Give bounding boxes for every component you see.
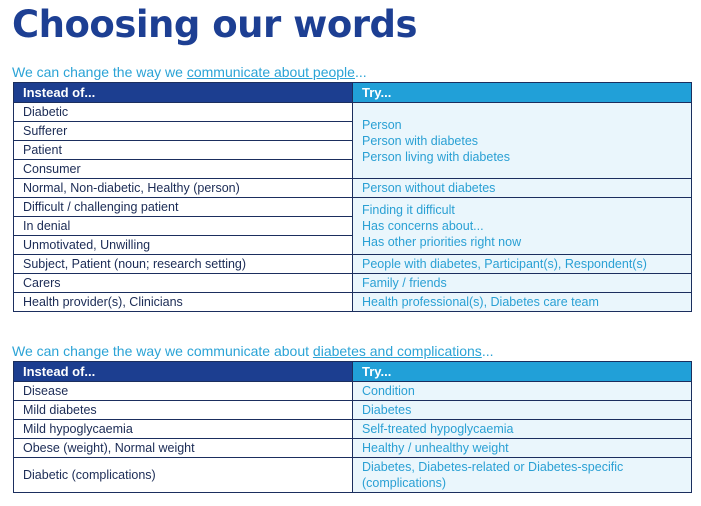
try-cell: Self-treated hypoglycaemia <box>352 419 692 439</box>
diabetes-words-table: Instead of... Try... Disease Condition M… <box>13 361 692 493</box>
instead-cell: In denial <box>13 216 353 236</box>
table-row: Disease Condition <box>13 381 692 401</box>
try-cell: Diabetes, Diabetes-related or Diabetes-s… <box>352 457 692 493</box>
section-diabetes-subtitle: We can change the way we communicate abo… <box>12 343 493 360</box>
instead-cell: Diabetic <box>13 102 353 122</box>
instead-cell: Normal, Non-diabetic, Healthy (person) <box>13 178 353 198</box>
try-line: Has other priorities right now <box>362 235 522 249</box>
try-line: Has concerns about... <box>362 219 484 233</box>
instead-cell: Mild diabetes <box>13 400 353 420</box>
try-line: Condition <box>362 384 415 398</box>
instead-cell: Sufferer <box>13 121 353 141</box>
table-row: Subject, Patient (noun; research setting… <box>13 254 692 274</box>
header-instead: Instead of... <box>13 82 353 103</box>
instead-cell: Difficult / challenging patient <box>13 197 353 217</box>
table-row: Normal, Non-diabetic, Healthy (person) P… <box>13 178 692 198</box>
try-cell: Healthy / unhealthy weight <box>352 438 692 458</box>
try-cell: Health professional(s), Diabetes care te… <box>352 292 692 312</box>
table-row: Mild diabetes Diabetes <box>13 400 692 420</box>
try-line: Finding it difficult <box>362 203 455 217</box>
try-cell: Person without diabetes <box>352 178 692 198</box>
table-row: Health provider(s), Clinicians Health pr… <box>13 292 692 312</box>
table-row: Diabetic (complications) Diabetes, Diabe… <box>13 457 692 493</box>
try-line: People with diabetes, Participant(s), Re… <box>362 257 647 271</box>
try-line: Health professional(s), Diabetes care te… <box>362 295 599 309</box>
try-cell: People with diabetes, Participant(s), Re… <box>352 254 692 274</box>
instead-cell: Health provider(s), Clinicians <box>13 292 353 312</box>
table-row: Patient <box>13 140 692 160</box>
instead-cell: Carers <box>13 273 353 293</box>
try-cell: Finding it difficult Has concerns about.… <box>352 197 692 255</box>
subtitle-emphasis: communicate about people <box>186 64 355 80</box>
table-row: Diabetic Person Person with diabetes Per… <box>13 102 692 179</box>
page-title: Choosing our words <box>12 3 418 46</box>
instead-cell: Subject, Patient (noun; research setting… <box>13 254 353 274</box>
table-header-row: Instead of... Try... <box>13 361 692 382</box>
subtitle-text: We can change the way we communicate abo… <box>12 343 313 359</box>
header-try: Try... <box>352 361 692 382</box>
try-line: Person without diabetes <box>362 181 496 195</box>
header-try: Try... <box>352 82 692 103</box>
try-cell: Diabetes <box>352 400 692 420</box>
instead-cell: Consumer <box>13 159 353 179</box>
table-row: Consumer <box>13 159 692 179</box>
table-row: Difficult / challenging patient Finding … <box>13 197 692 255</box>
try-cell: Person Person with diabetes Person livin… <box>352 102 692 179</box>
table-row: Carers Family / friends <box>13 273 692 293</box>
table-row: Obese (weight), Normal weight Healthy / … <box>13 438 692 458</box>
try-line: Diabetes <box>362 403 412 417</box>
try-line: Healthy / unhealthy weight <box>362 441 509 455</box>
instead-cell: Mild hypoglycaemia <box>13 419 353 439</box>
instead-cell: Diabetic (complications) <box>13 457 353 493</box>
try-cell: Condition <box>352 381 692 401</box>
table-row: Unmotivated, Unwilling <box>13 235 692 255</box>
table-row: Mild hypoglycaemia Self-treated hypoglyc… <box>13 419 692 439</box>
instead-cell: Obese (weight), Normal weight <box>13 438 353 458</box>
try-cell: Family / friends <box>352 273 692 293</box>
try-line: Self-treated hypoglycaemia <box>362 422 514 436</box>
try-line: Family / friends <box>362 276 447 290</box>
try-line: Person <box>362 117 402 132</box>
subtitle-ellipsis: ... <box>354 64 367 80</box>
try-line: Person living with diabetes <box>362 149 510 164</box>
subtitle-text: We can change the way we <box>12 64 187 80</box>
header-instead: Instead of... <box>13 361 353 382</box>
instead-cell: Unmotivated, Unwilling <box>13 235 353 255</box>
people-words-table: Instead of... Try... Diabetic Person Per… <box>13 82 692 312</box>
subtitle-ellipsis: ... <box>481 343 494 359</box>
subtitle-emphasis: diabetes and complications <box>312 343 482 359</box>
table-row: Sufferer <box>13 121 692 141</box>
try-line: Person with diabetes <box>362 133 479 148</box>
table-header-row: Instead of... Try... <box>13 82 692 103</box>
try-line: Diabetes, Diabetes-related or Diabetes-s… <box>362 460 624 474</box>
instead-cell: Disease <box>13 381 353 401</box>
try-line: (complications) <box>362 476 447 490</box>
instead-cell: Patient <box>13 140 353 160</box>
section-people-subtitle: We can change the way we communicate abo… <box>12 64 367 81</box>
